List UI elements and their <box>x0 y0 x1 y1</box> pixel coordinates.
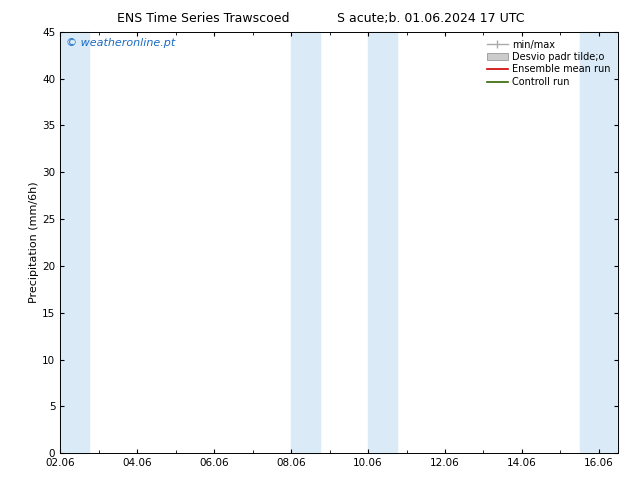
Text: ENS Time Series Trawscoed: ENS Time Series Trawscoed <box>117 12 289 25</box>
Bar <box>579 32 618 453</box>
Text: © weatheronline.pt: © weatheronline.pt <box>66 38 175 48</box>
Bar <box>291 32 320 453</box>
Legend: min/max, Desvio padr tilde;o, Ensemble mean run, Controll run: min/max, Desvio padr tilde;o, Ensemble m… <box>484 37 613 90</box>
Bar <box>60 32 89 453</box>
Y-axis label: Precipitation (mm/6h): Precipitation (mm/6h) <box>29 182 39 303</box>
Text: S acute;b. 01.06.2024 17 UTC: S acute;b. 01.06.2024 17 UTC <box>337 12 525 25</box>
Bar <box>368 32 397 453</box>
